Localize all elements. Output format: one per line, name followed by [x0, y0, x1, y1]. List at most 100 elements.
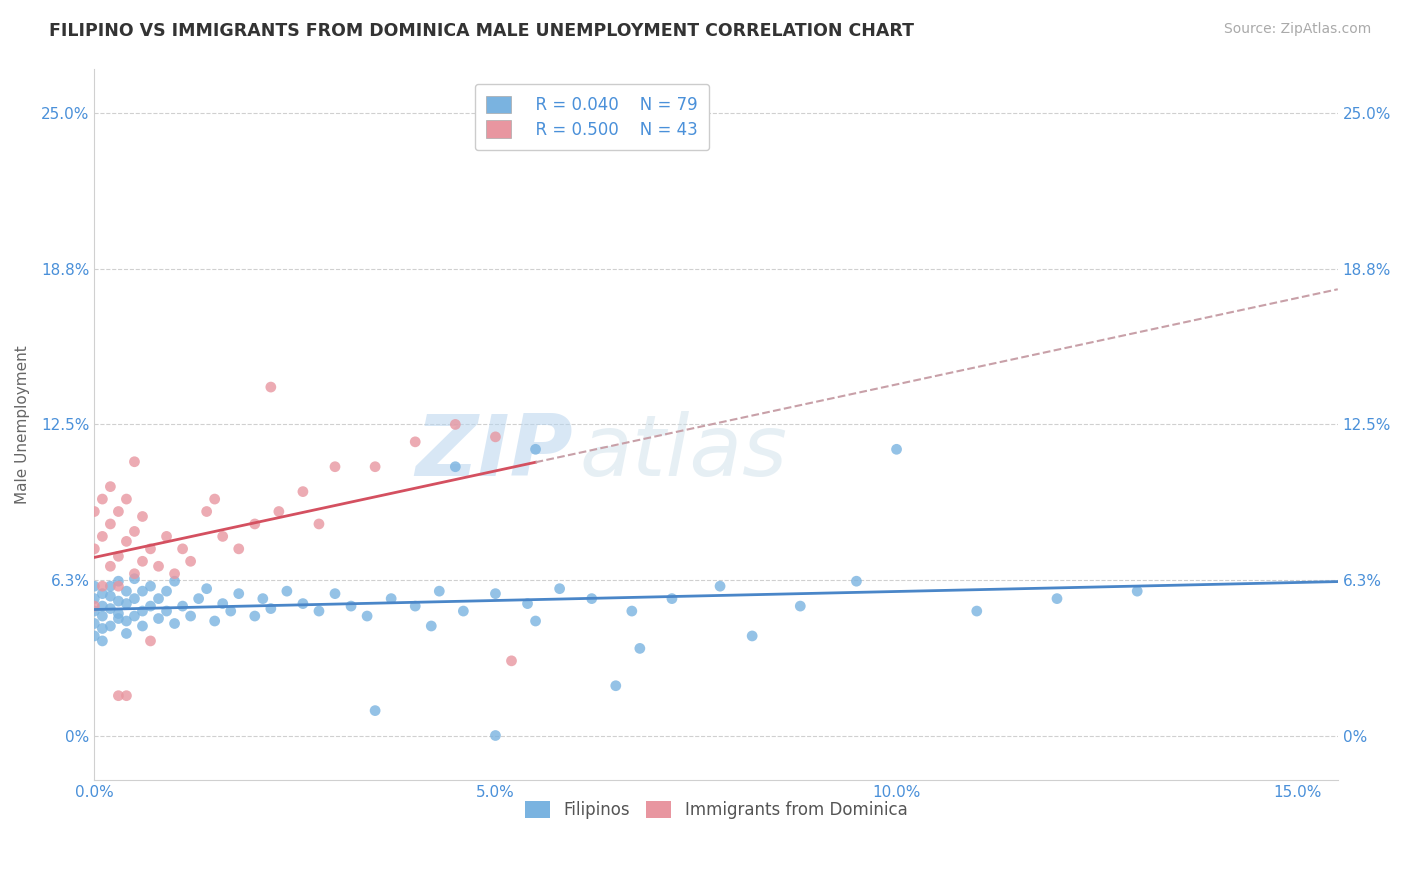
Point: [484, 729, 506, 743]
Point: [204, 491, 226, 506]
Point: [155, 604, 177, 618]
Point: [548, 582, 571, 596]
Point: [404, 434, 426, 449]
Point: [107, 611, 129, 625]
Point: [323, 587, 346, 601]
Point: [124, 455, 146, 469]
Point: [260, 380, 283, 394]
Point: [180, 609, 202, 624]
Point: [139, 599, 162, 613]
Point: [91, 609, 114, 624]
Text: atlas: atlas: [579, 411, 787, 494]
Point: [124, 524, 146, 539]
Text: ZIP: ZIP: [415, 411, 574, 494]
Point: [228, 587, 250, 601]
Point: [83, 541, 105, 556]
Point: [139, 579, 162, 593]
Point: [100, 579, 122, 593]
Point: [83, 579, 105, 593]
Point: [124, 566, 146, 581]
Point: [107, 689, 129, 703]
Point: [91, 491, 114, 506]
Point: [83, 616, 105, 631]
Point: [115, 491, 138, 506]
Point: [155, 529, 177, 543]
Point: [484, 430, 506, 444]
Point: [83, 604, 105, 618]
Point: [107, 579, 129, 593]
Point: [163, 616, 186, 631]
Point: [340, 599, 363, 613]
Point: [91, 529, 114, 543]
Point: [100, 589, 122, 603]
Point: [83, 599, 105, 613]
Point: [91, 634, 114, 648]
Point: [180, 554, 202, 568]
Text: FILIPINO VS IMMIGRANTS FROM DOMINICA MALE UNEMPLOYMENT CORRELATION CHART: FILIPINO VS IMMIGRANTS FROM DOMINICA MAL…: [49, 22, 914, 40]
Point: [364, 459, 387, 474]
Point: [516, 597, 538, 611]
Point: [107, 574, 129, 589]
Point: [115, 597, 138, 611]
Text: Source: ZipAtlas.com: Source: ZipAtlas.com: [1223, 22, 1371, 37]
Point: [187, 591, 209, 606]
Point: [91, 599, 114, 613]
Point: [115, 584, 138, 599]
Point: [291, 597, 314, 611]
Point: [155, 584, 177, 599]
Point: [83, 504, 105, 518]
Point: [252, 591, 274, 606]
Point: [148, 559, 170, 574]
Point: [163, 566, 186, 581]
Point: [83, 629, 105, 643]
Point: [139, 634, 162, 648]
Point: [243, 516, 266, 531]
Point: [131, 554, 153, 568]
Point: [100, 601, 122, 615]
Point: [124, 609, 146, 624]
Point: [204, 614, 226, 628]
Point: [83, 591, 105, 606]
Point: [380, 591, 402, 606]
Legend: Filipinos, Immigrants from Dominica: Filipinos, Immigrants from Dominica: [517, 794, 914, 825]
Point: [107, 594, 129, 608]
Point: [172, 541, 194, 556]
Point: [219, 604, 242, 618]
Point: [124, 572, 146, 586]
Point: [172, 599, 194, 613]
Point: [260, 601, 283, 615]
Point: [444, 459, 467, 474]
Point: [323, 459, 346, 474]
Point: [131, 509, 153, 524]
Point: [211, 597, 233, 611]
Point: [115, 626, 138, 640]
Point: [845, 574, 868, 589]
Point: [524, 442, 547, 457]
Point: [91, 587, 114, 601]
Point: [195, 582, 218, 596]
Point: [605, 679, 627, 693]
Point: [427, 584, 450, 599]
Y-axis label: Male Unemployment: Male Unemployment: [15, 345, 30, 504]
Point: [1126, 584, 1149, 599]
Point: [100, 480, 122, 494]
Point: [107, 504, 129, 518]
Point: [107, 607, 129, 621]
Point: [115, 614, 138, 628]
Point: [444, 417, 467, 432]
Point: [124, 591, 146, 606]
Point: [501, 654, 523, 668]
Point: [420, 619, 443, 633]
Point: [291, 484, 314, 499]
Point: [356, 609, 378, 624]
Point: [276, 584, 298, 599]
Point: [131, 584, 153, 599]
Point: [195, 504, 218, 518]
Point: [91, 579, 114, 593]
Point: [115, 689, 138, 703]
Point: [741, 629, 763, 643]
Point: [267, 504, 290, 518]
Point: [581, 591, 603, 606]
Point: [404, 599, 426, 613]
Point: [620, 604, 643, 618]
